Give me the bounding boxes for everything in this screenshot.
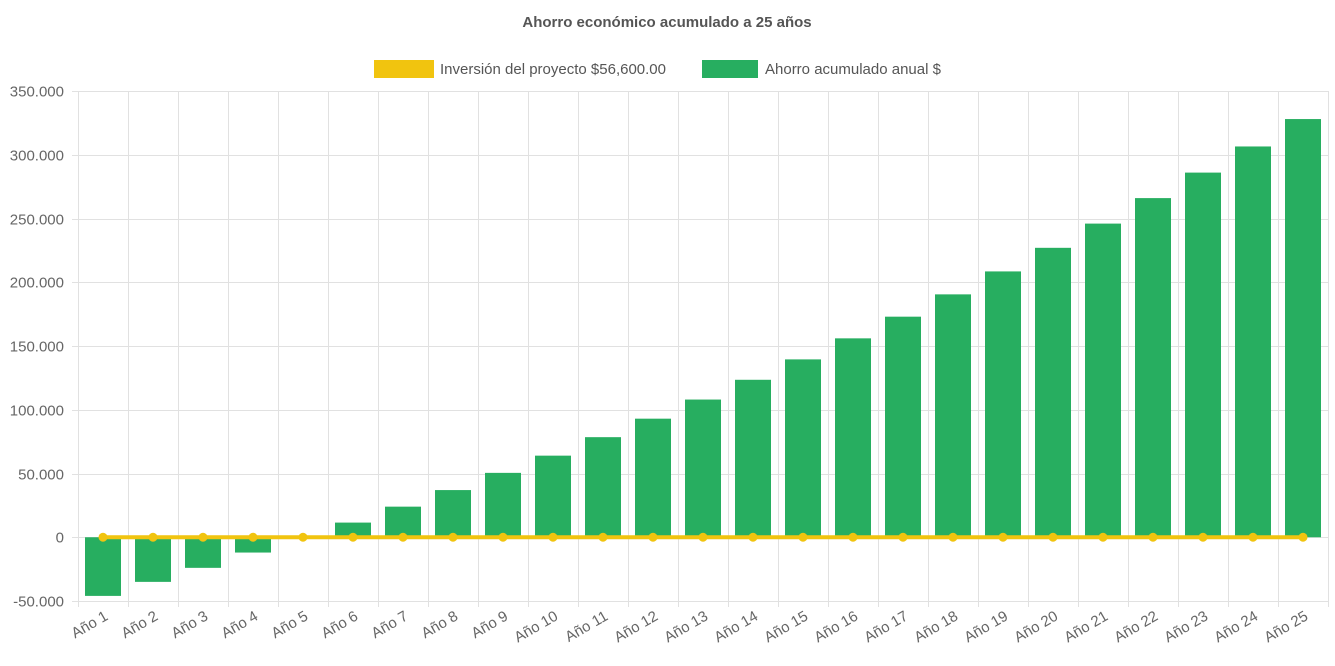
line-point[interactable] <box>298 532 308 542</box>
legend-swatch-savings <box>702 60 758 78</box>
bar[interactable] <box>685 399 721 538</box>
bar[interactable] <box>785 359 821 538</box>
x-tick-label: Año 12 <box>611 608 661 646</box>
line-point[interactable] <box>448 532 458 542</box>
x-tick-label: Año 4 <box>219 608 261 642</box>
x-tick-label: Año 22 <box>1111 608 1161 646</box>
line-point[interactable] <box>1048 532 1058 542</box>
x-tick-label: Año 15 <box>761 608 811 646</box>
bar[interactable] <box>1135 198 1171 538</box>
bar[interactable] <box>1085 223 1121 538</box>
line-series <box>98 532 1308 542</box>
x-tick-label: Año 3 <box>169 608 211 642</box>
line-point[interactable] <box>1248 532 1258 542</box>
y-tick-label: -50.000 <box>13 594 64 611</box>
bar[interactable] <box>435 490 471 538</box>
legend-label-savings: Ahorro acumulado anual $ <box>765 61 942 78</box>
x-tick-label: Año 21 <box>1061 608 1111 646</box>
bar[interactable] <box>1235 146 1271 538</box>
x-tick-label: Año 17 <box>861 608 911 646</box>
y-axis: 350.000 300.000 250.000 200.000 150.000 100.0… <box>10 84 64 611</box>
line-point[interactable] <box>248 532 258 542</box>
x-tick-label: Año 14 <box>711 608 761 646</box>
line-point[interactable] <box>598 532 608 542</box>
x-tick-label: Año 10 <box>511 608 561 646</box>
line-point[interactable] <box>1098 532 1108 542</box>
x-tick-label: Año 5 <box>269 608 311 642</box>
x-axis: Año 1 Año 2 Año 3 Año 4 Año 5 Año 6 Año 7 Año 8… <box>69 608 1311 646</box>
line-point[interactable] <box>948 532 958 542</box>
x-tick-label: Año 1 <box>69 608 111 642</box>
bar[interactable] <box>885 316 921 538</box>
y-tick-label: 200.000 <box>10 275 64 292</box>
x-tick-label: Año 25 <box>1261 608 1311 646</box>
line-point[interactable] <box>698 532 708 542</box>
line-point[interactable] <box>998 532 1008 542</box>
bar[interactable] <box>535 455 571 538</box>
x-tick-label: Año 8 <box>419 608 461 642</box>
line-point[interactable] <box>798 532 808 542</box>
x-tick-label: Año 19 <box>961 608 1011 646</box>
line-point[interactable] <box>198 532 208 542</box>
line-point[interactable] <box>648 532 658 542</box>
bar[interactable] <box>135 537 171 582</box>
legend-item-savings[interactable]: Ahorro acumulado anual $ <box>702 60 942 78</box>
bar[interactable] <box>335 522 371 538</box>
x-tick-label: Año 6 <box>319 608 361 642</box>
line-point[interactable] <box>1298 532 1308 542</box>
bar-series <box>85 119 1321 596</box>
line-point[interactable] <box>748 532 758 542</box>
chart-title: Ahorro económico acumulado a 25 años <box>522 14 811 31</box>
x-tick-label: Año 24 <box>1211 608 1261 646</box>
y-tick-label: 150.000 <box>10 339 64 356</box>
y-tick-label: 300.000 <box>10 148 64 165</box>
line-point[interactable] <box>548 532 558 542</box>
bar[interactable] <box>85 537 121 596</box>
bar[interactable] <box>735 379 771 538</box>
line-point[interactable] <box>398 532 408 542</box>
bar[interactable] <box>1035 247 1071 538</box>
bar[interactable] <box>385 506 421 538</box>
x-tick-label: Año 11 <box>562 608 611 646</box>
line-point[interactable] <box>148 532 158 542</box>
x-tick-label: Año 23 <box>1161 608 1211 646</box>
y-tick-label: 0 <box>56 530 64 547</box>
legend: Inversión del proyecto $56,600.00 Ahorro… <box>374 60 942 78</box>
bar[interactable] <box>985 271 1021 538</box>
line-point[interactable] <box>848 532 858 542</box>
x-tick-label: Año 2 <box>119 608 161 642</box>
x-tick-label: Año 18 <box>911 608 961 646</box>
y-tick-label: 250.000 <box>10 212 64 229</box>
bar[interactable] <box>185 537 221 568</box>
legend-item-investment[interactable]: Inversión del proyecto $56,600.00 <box>374 60 666 78</box>
line-point[interactable] <box>898 532 908 542</box>
grid <box>72 91 1329 607</box>
line-point[interactable] <box>1148 532 1158 542</box>
bar[interactable] <box>485 472 521 538</box>
bar[interactable] <box>935 294 971 538</box>
line-point[interactable] <box>1198 532 1208 542</box>
line-point[interactable] <box>98 532 108 542</box>
legend-label-investment: Inversión del proyecto $56,600.00 <box>440 61 666 78</box>
bar[interactable] <box>1285 119 1321 538</box>
x-tick-label: Año 16 <box>811 608 861 646</box>
line-point[interactable] <box>348 532 358 542</box>
x-tick-label: Año 20 <box>1011 608 1061 646</box>
y-tick-label: 100.000 <box>10 403 64 420</box>
x-tick-label: Año 13 <box>661 608 711 646</box>
x-tick-label: Año 7 <box>369 608 411 642</box>
x-tick-label: Año 9 <box>469 608 511 642</box>
bar[interactable] <box>1185 172 1221 538</box>
y-tick-label: 50.000 <box>18 467 64 484</box>
bar[interactable] <box>635 418 671 538</box>
bar[interactable] <box>235 537 271 553</box>
bar[interactable] <box>835 338 871 538</box>
bar[interactable] <box>585 437 621 538</box>
legend-swatch-investment <box>374 60 434 78</box>
line-point[interactable] <box>498 532 508 542</box>
y-tick-label: 350.000 <box>10 84 64 101</box>
